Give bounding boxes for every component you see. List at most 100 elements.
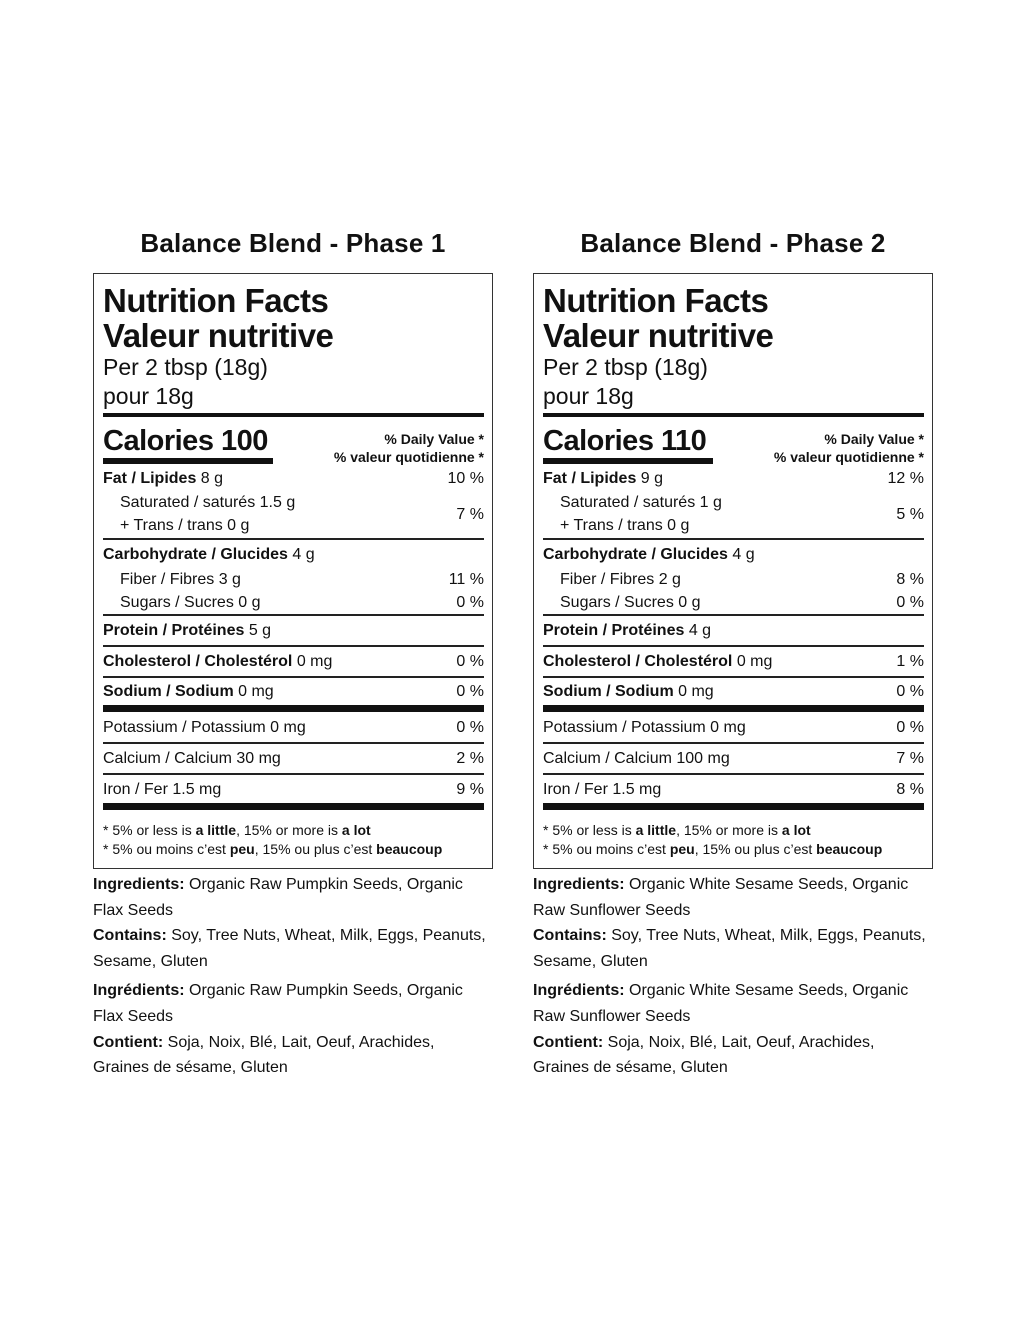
divider (543, 413, 924, 417)
nutrient-row-potassium: Potassium / Potassium 0 mg 0 % (103, 712, 484, 742)
divider (103, 742, 484, 744)
saturated-label: Saturated / saturés 1.5 g (120, 494, 296, 511)
product-panel: Balance Blend - Phase 1 Nutrition Facts … (93, 225, 493, 1081)
dv-header-fr: % valeur quotidienne * (333, 449, 484, 465)
contains-en: Contains: Soy, Tree Nuts, Wheat, Milk, E… (533, 927, 926, 970)
divider (543, 676, 924, 678)
protein-amount: 5 g (248, 622, 272, 639)
nutrient-row-saturated-trans: Saturated / saturés 1.5 g + Trans / trans… (103, 490, 484, 538)
dv-header-en: % Daily Value * (824, 431, 924, 447)
nutrient-row-fat: Fat / Lipides 9 g 12 % (543, 466, 924, 490)
nutrient-row-protein: Protein / Protéines 4 g (543, 616, 924, 645)
calories-label: Calories (543, 425, 654, 457)
potassium-dv: 0 % (896, 718, 924, 736)
contains-fr: Contient: Soja, Noix, Blé, Lait, Oeuf, A… (93, 1033, 435, 1077)
nutrient-row-sugars: Sugars / Sucres 0 g 0 % (543, 591, 924, 614)
sugars-dv: 0 % (456, 594, 484, 611)
nutrient-row-fiber: Fiber / Fibres 2 g 8 % (543, 568, 924, 591)
heading-fr: Valeur nutritive (543, 317, 774, 354)
fat-dv: 12 % (887, 469, 924, 487)
fat-label: Fat / Lipides (543, 469, 637, 487)
potassium-label: Potassium / Potassium 0 mg (103, 718, 306, 736)
protein-amount: 4 g (688, 622, 712, 639)
ingredients-section: Ingredients: Organic White Sesame Seeds,… (533, 872, 933, 1081)
protein-label: Protein / Protéines (543, 622, 685, 639)
trans-label: + Trans / trans 0 g (120, 517, 250, 534)
dv-header-en: % Daily Value * (384, 431, 484, 447)
nutrient-row-saturated-trans: Saturated / saturés 1 g + Trans / trans 0… (543, 490, 924, 538)
nutrient-row-iron: Iron / Fer 1.5 mg 9 % (103, 775, 484, 803)
saturated-label: Saturated / saturés 1 g (560, 494, 722, 511)
calories-value: 110 (661, 425, 707, 457)
cholesterol-amount: 0 mg (736, 653, 773, 670)
footnote-fr: * 5% ou moins c’est peu, 15% ou plus c’e… (543, 841, 883, 857)
divider (103, 614, 484, 616)
calcium-label: Calcium / Calcium 100 mg (543, 750, 730, 767)
heading-en: Nutrition Facts (103, 282, 329, 319)
product-panel: Balance Blend - Phase 2 Nutrition Facts … (533, 225, 933, 1081)
footnote-fr: * 5% ou moins c’est peu, 15% ou plus c’e… (103, 841, 443, 857)
nutrient-row-protein: Protein / Protéines 5 g (103, 616, 484, 645)
divider (103, 458, 273, 464)
divider (103, 803, 484, 810)
contains-en: Contains: Soy, Tree Nuts, Wheat, Milk, E… (93, 927, 486, 970)
ingredients-fr: Ingrédients: Organic Raw Pumpkin Seeds, … (93, 982, 463, 1025)
saturated-trans-dv: 7 % (456, 505, 484, 523)
calcium-dv: 2 % (456, 750, 484, 767)
cholesterol-dv: 1 % (896, 653, 924, 670)
iron-label: Iron / Fer 1.5 mg (103, 780, 222, 798)
nutrition-facts-table: Nutrition Facts Valeur nutritive Per 2 t… (533, 273, 933, 869)
footnote: * 5% or less is a little, 15% or more is… (103, 821, 484, 859)
calories-label: Calories (103, 425, 214, 457)
sodium-amount: 0 mg (238, 683, 274, 700)
fiber-label: Fiber / Fibres 2 g (560, 571, 681, 588)
calcium-dv: 7 % (896, 750, 924, 767)
product-title: Balance Blend - Phase 2 (580, 228, 886, 258)
fat-amount: 9 g (640, 469, 664, 487)
ingredients-section: Ingredients: Organic Raw Pumpkin Seeds, … (93, 872, 493, 1081)
sugars-label: Sugars / Sucres 0 g (120, 594, 261, 611)
sodium-label: Sodium / Sodium (103, 683, 234, 700)
product-title: Balance Blend - Phase 1 (140, 228, 446, 258)
heading-fr: Valeur nutritive (103, 317, 334, 354)
calories-value: 100 (221, 425, 268, 457)
protein-label: Protein / Protéines (103, 622, 245, 639)
divider (543, 458, 713, 464)
serving-size-fr: pour 18g (543, 383, 634, 409)
carb-amount: 4 g (292, 545, 315, 563)
fat-label: Fat / Lipides (103, 469, 197, 487)
carb-label: Carbohydrate / Glucides (543, 545, 728, 563)
heading-en: Nutrition Facts (543, 282, 769, 319)
serving-size-fr: pour 18g (103, 383, 194, 409)
carb-label: Carbohydrate / Glucides (103, 545, 288, 563)
iron-dv: 9 % (456, 780, 484, 798)
dv-header-fr: % valeur quotidienne * (773, 449, 924, 465)
divider (543, 705, 924, 712)
nutrient-row-sodium: Sodium / Sodium 0 mg 0 % (103, 678, 484, 705)
divider (543, 803, 924, 810)
cholesterol-amount: 0 mg (296, 653, 333, 670)
saturated-trans-dv: 5 % (896, 505, 924, 523)
potassium-label: Potassium / Potassium 0 mg (543, 718, 746, 736)
nutrient-row-carb: Carbohydrate / Glucides 4 g (103, 540, 484, 568)
sugars-label: Sugars / Sucres 0 g (560, 594, 701, 611)
divider (543, 645, 924, 647)
ingredients-en: Ingredients: Organic Raw Pumpkin Seeds, … (93, 876, 463, 919)
divider (543, 614, 924, 616)
nutrient-row-calcium: Calcium / Calcium 30 mg 2 % (103, 744, 484, 773)
sodium-amount: 0 mg (678, 683, 714, 700)
calories-row: Calories 110 % Daily Value * % valeur qu… (543, 417, 924, 466)
nutrition-facts-table: Nutrition Facts Valeur nutritive Per 2 t… (93, 273, 493, 869)
footnote-en: * 5% or less is a little, 15% or more is… (103, 822, 371, 838)
fiber-dv: 11 % (448, 571, 484, 588)
footnote: * 5% or less is a little, 15% or more is… (543, 821, 924, 859)
ingredients-fr: Ingrédients: Organic White Sesame Seeds,… (533, 982, 909, 1025)
cholesterol-label: Cholesterol / Cholestérol (543, 653, 733, 670)
nutrient-row-fiber: Fiber / Fibres 3 g 11 % (103, 568, 484, 591)
divider (103, 773, 484, 775)
ingredients-en: Ingredients: Organic White Sesame Seeds,… (533, 876, 909, 919)
nutrient-row-cholesterol: Cholesterol / Cholestérol 0 mg 1 % (543, 647, 924, 676)
fiber-dv: 8 % (896, 571, 924, 588)
fat-amount: 8 g (200, 469, 224, 487)
iron-dv: 8 % (896, 780, 924, 798)
